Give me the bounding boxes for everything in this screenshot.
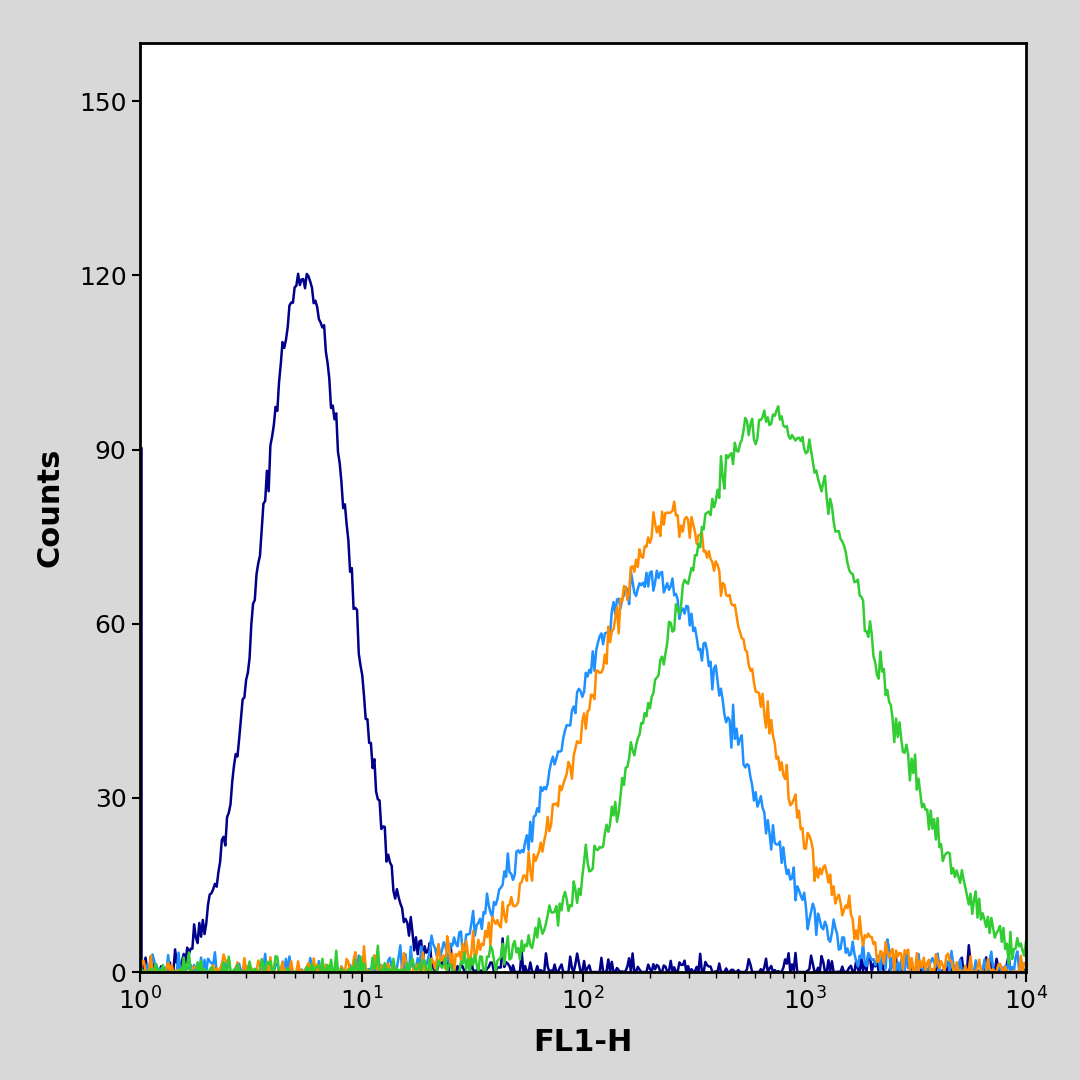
Y-axis label: Counts: Counts xyxy=(36,448,65,567)
X-axis label: FL1-H: FL1-H xyxy=(534,1028,633,1057)
